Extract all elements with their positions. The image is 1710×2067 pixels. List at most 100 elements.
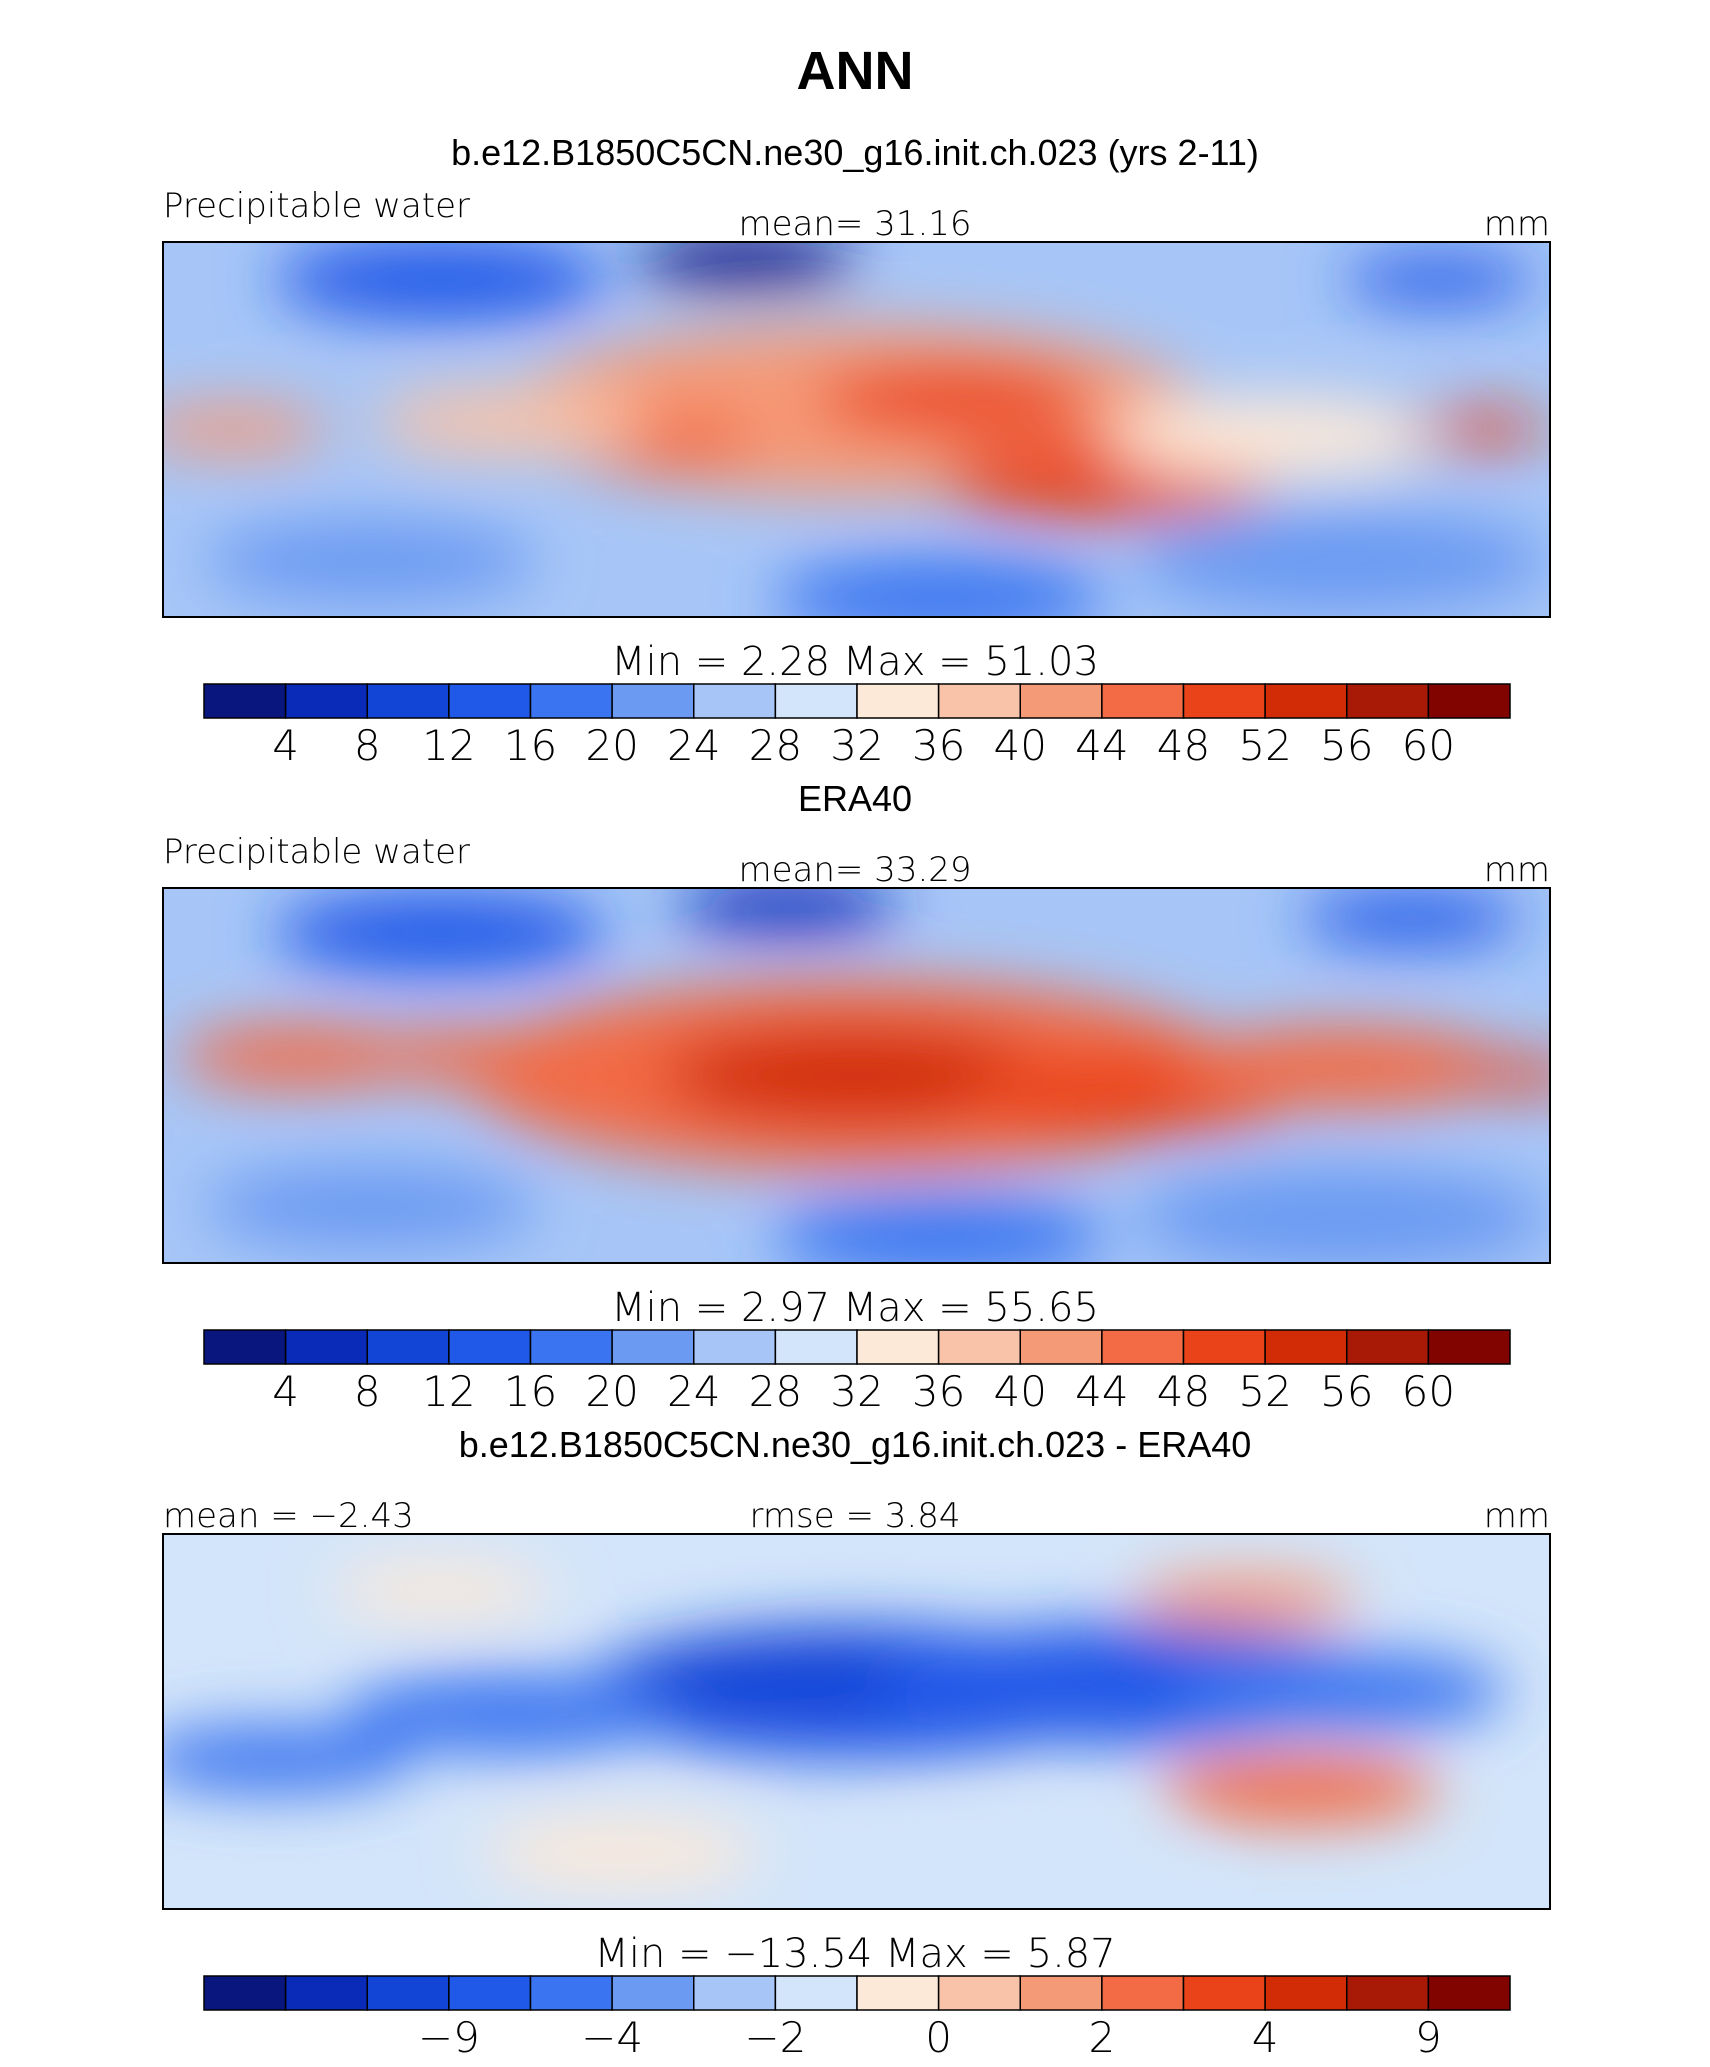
map-frame bbox=[162, 887, 1551, 1264]
colorbar-tick-label: 4 bbox=[272, 721, 299, 770]
colorbar-box bbox=[774, 1329, 858, 1365]
min-max-label: Min = 2.28 Max = 51.03 bbox=[611, 639, 1099, 685]
colorbar-box bbox=[937, 1975, 1021, 2011]
colorbar-tick-label: 9 bbox=[1415, 2013, 1442, 2062]
variable-label: Precipitable water bbox=[163, 832, 470, 872]
map-field bbox=[163, 888, 1550, 1263]
colorbar-tick-label: 4 bbox=[272, 1367, 299, 1416]
colorbar-tick-label: 48 bbox=[1157, 721, 1210, 770]
colorbar-tick-label: 60 bbox=[1402, 1367, 1455, 1416]
colorbar-tick-label: 2 bbox=[1089, 2013, 1116, 2062]
colorbar-tick-label: 40 bbox=[994, 1367, 1047, 1416]
colorbar-box bbox=[1346, 683, 1430, 719]
colorbar-box bbox=[693, 1975, 777, 2011]
colorbar-tick-label: 44 bbox=[1075, 1367, 1128, 1416]
contour-region bbox=[204, 520, 538, 602]
colorbar-tick-label: 36 bbox=[912, 721, 965, 770]
variable-label: Precipitable water bbox=[163, 186, 470, 226]
colorbar-box bbox=[856, 683, 940, 719]
colorbar-tick-label: 24 bbox=[667, 721, 720, 770]
contour-region bbox=[1341, 255, 1537, 304]
colorbar-box bbox=[1019, 1329, 1103, 1365]
units-label: mm bbox=[1484, 204, 1550, 244]
colorbar-tick-label: 20 bbox=[585, 1367, 638, 1416]
colorbar-tick-label: −9 bbox=[418, 2013, 480, 2062]
colorbar-box bbox=[1182, 683, 1266, 719]
colorbar-tick-label: 60 bbox=[1402, 721, 1455, 770]
colorbar-box bbox=[1264, 1975, 1348, 2011]
contour-region bbox=[634, 242, 857, 288]
colorbar-box bbox=[1427, 683, 1511, 719]
contour-region bbox=[1106, 396, 1440, 478]
colorbar-tick-label: 32 bbox=[830, 721, 883, 770]
colorbar-tick-label: 52 bbox=[1238, 1367, 1291, 1416]
panel-3: mean = −2.43 rmse = 3.84 mm Min = −13.54 Ma… bbox=[162, 1496, 1551, 2062]
colorbar-box bbox=[1346, 1975, 1430, 2011]
contour-region bbox=[1175, 1027, 1509, 1109]
colorbar-box bbox=[366, 1329, 450, 1365]
min-max-label: Min = 2.97 Max = 55.65 bbox=[611, 1285, 1099, 1331]
map-frame bbox=[162, 1533, 1551, 1910]
colorbar-tick-label: 8 bbox=[354, 1367, 381, 1416]
contour-region bbox=[343, 1673, 677, 1755]
panel-3-title: b.e12.B1850C5CN.ne30_g16.init.ch.023 - E… bbox=[458, 1424, 1252, 1465]
colorbar-box bbox=[611, 1329, 695, 1365]
contour-region bbox=[357, 1029, 580, 1084]
map-field bbox=[163, 242, 1550, 617]
contour-region bbox=[204, 1166, 538, 1248]
contour-region bbox=[1133, 510, 1550, 612]
figure-title: ANN bbox=[796, 41, 914, 101]
colorbar-tick-label: 16 bbox=[504, 1367, 557, 1416]
colorbar-box bbox=[1264, 1329, 1348, 1365]
colorbar-box bbox=[284, 1975, 368, 2011]
colorbar-tick-label: 0 bbox=[925, 2013, 952, 2062]
contour-region bbox=[1175, 1651, 1509, 1732]
colorbar-box bbox=[1101, 683, 1185, 719]
colorbar-tick-label: −4 bbox=[581, 2013, 643, 2062]
contour-region bbox=[273, 892, 607, 974]
contour-region bbox=[163, 1725, 413, 1793]
rmse-label: rmse = 3.84 bbox=[750, 1496, 961, 1536]
colorbar-box bbox=[284, 1329, 368, 1365]
colorbar-box bbox=[529, 1975, 613, 2011]
contour-region bbox=[1133, 1167, 1550, 1263]
colorbar-box bbox=[693, 683, 777, 719]
map-frame bbox=[162, 241, 1551, 618]
contour-region bbox=[662, 1028, 1051, 1123]
contour-region bbox=[1161, 1755, 1440, 1823]
contour-region bbox=[1411, 412, 1550, 447]
colorbar-box bbox=[366, 1975, 450, 2011]
colorbar-tick-label: 8 bbox=[354, 721, 381, 770]
contour-region bbox=[1452, 1058, 1550, 1093]
colorbar-box bbox=[366, 683, 450, 719]
colorbar-box bbox=[1101, 1975, 1185, 2011]
contour-region bbox=[620, 1636, 954, 1717]
contour-region bbox=[773, 557, 1107, 617]
colorbar-box bbox=[611, 683, 695, 719]
colorbar-box bbox=[611, 1975, 695, 2011]
colorbar-box bbox=[856, 1329, 940, 1365]
colorbar-tick-label: 52 bbox=[1238, 721, 1291, 770]
colorbar-box bbox=[937, 683, 1021, 719]
field-contours bbox=[163, 1563, 1509, 1909]
colorbar-box bbox=[1182, 1975, 1266, 2011]
colorbar-box bbox=[203, 683, 287, 719]
colorbar-box bbox=[448, 1329, 532, 1365]
colorbar-tick-label: 20 bbox=[585, 721, 638, 770]
contour-region bbox=[371, 388, 649, 456]
colorbar-box bbox=[529, 1329, 613, 1365]
colorbar-box bbox=[284, 683, 368, 719]
contour-region bbox=[163, 405, 330, 454]
contour-region bbox=[1300, 891, 1523, 945]
mean-label: mean= 31.16 bbox=[738, 204, 971, 244]
colorbar-tick-label: −2 bbox=[744, 2013, 806, 2062]
min-max-label: Min = −13.54 Max = 5.87 bbox=[594, 1931, 1115, 1977]
colorbar-box bbox=[774, 683, 858, 719]
colorbar: 4 8 12 16 20 24 28 32 36 40 44 48 52 56 60 bbox=[203, 683, 1511, 770]
colorbar-box bbox=[774, 1975, 858, 2011]
contour-region bbox=[676, 888, 899, 934]
colorbar-tick-label: 12 bbox=[422, 1367, 475, 1416]
units-label: mm bbox=[1484, 850, 1550, 890]
colorbar-box bbox=[448, 683, 532, 719]
colorbar-box bbox=[693, 1329, 777, 1365]
